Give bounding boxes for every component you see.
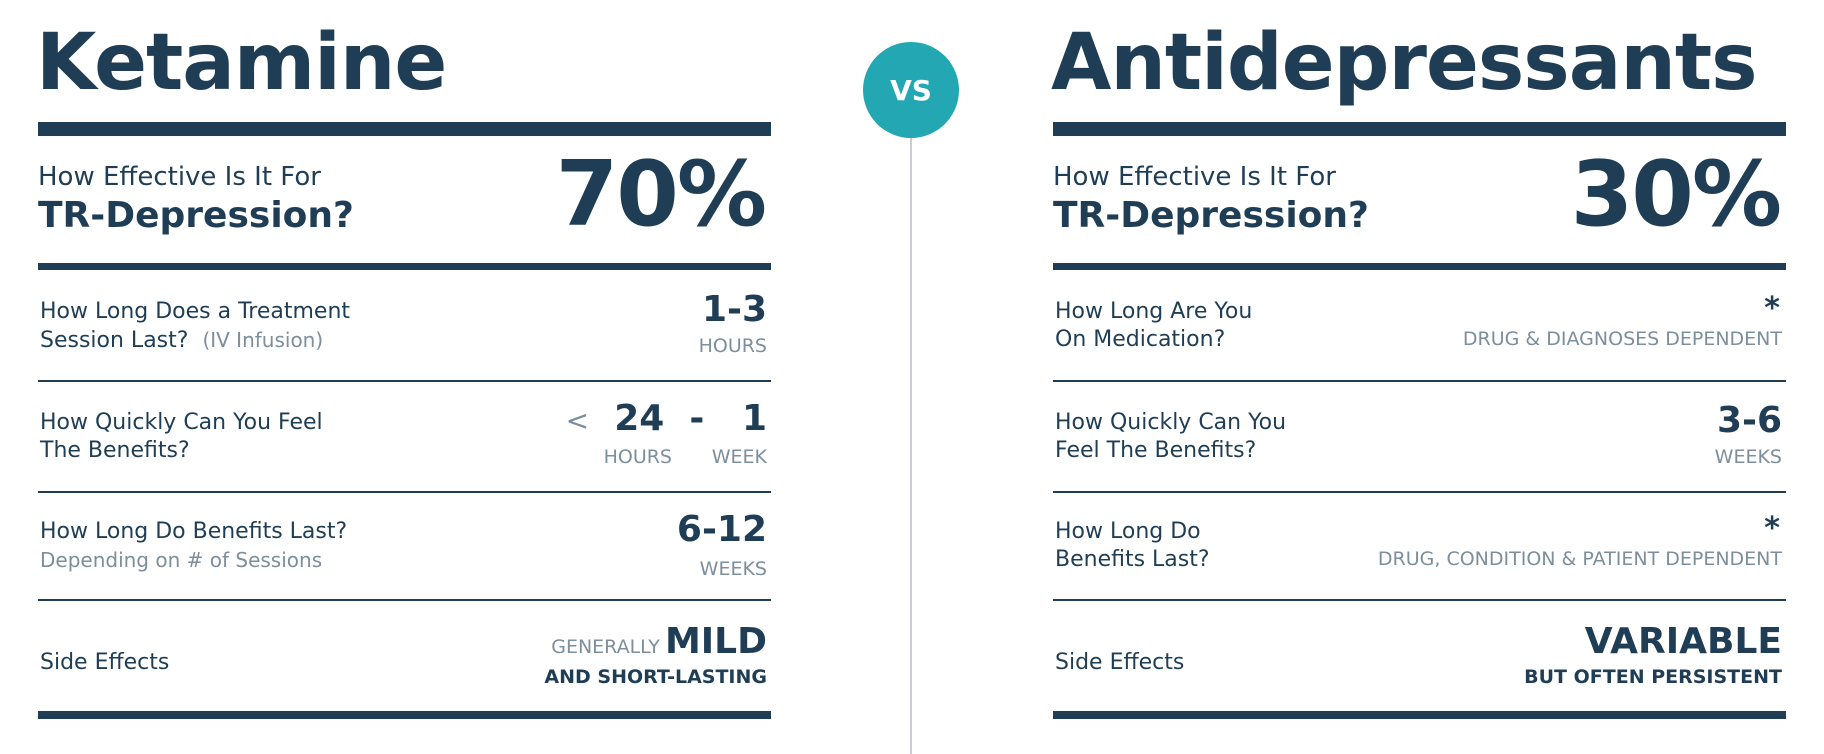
side-effects-row: Side Effects GENERALLY MILD AND SHORT-LA…: [40, 620, 767, 700]
divider: [1053, 122, 1786, 136]
medication-question-line1: How Long Are You: [1055, 299, 1253, 324]
duration-row: How Long Do Benefits Last? Depending on …: [40, 512, 767, 598]
divider: [38, 599, 771, 601]
ketamine-title: Ketamine: [36, 18, 447, 108]
benefits-speed-unit: WEEKS: [1714, 446, 1782, 468]
asterisk-icon: *: [1764, 511, 1780, 546]
benefits-speed-value-a: 24: [614, 398, 665, 439]
side-effects-sub: AND SHORT-LASTING: [544, 666, 767, 688]
side-effects-main: MILD: [664, 621, 767, 662]
side-effects-label: Side Effects: [1055, 650, 1185, 675]
side-effects-sub: BUT OFTEN PERSISTENT: [1524, 666, 1782, 688]
medication-question-line2: On Medication?: [1055, 327, 1226, 352]
medication-row: How Long Are You On Medication? * DRUG &…: [1055, 294, 1782, 378]
divider: [1053, 599, 1786, 601]
divider: [1053, 263, 1786, 270]
benefits-speed-row: How Quickly Can You Feel The Benefits? <…: [40, 401, 767, 489]
duration-unit: WEEKS: [699, 558, 767, 580]
side-effects-value: GENERALLY MILD: [551, 624, 767, 660]
benefits-speed-value: < 24 - 1: [566, 401, 767, 437]
session-row: How Long Does a Treatment Session Last? …: [40, 292, 767, 378]
benefits-speed-question-line1: How Quickly Can You Feel: [40, 410, 323, 435]
divider: [38, 491, 771, 493]
divider: [1053, 491, 1786, 493]
side-effects-main: VARIABLE: [1584, 621, 1782, 662]
side-effects-prefix: GENERALLY: [551, 636, 660, 658]
duration-question-line2: Benefits Last?: [1055, 547, 1210, 572]
duration-question-line1: How Long Do: [1055, 519, 1201, 544]
side-effects-label: Side Effects: [40, 650, 170, 675]
divider: [1053, 380, 1786, 382]
effectiveness-question-line2: TR-Depression?: [1053, 195, 1369, 236]
center-divider-line: [910, 136, 912, 754]
duration-value: 6-12: [676, 509, 767, 550]
session-note: (IV Infusion): [202, 328, 324, 352]
duration-note: DRUG, CONDITION & PATIENT DEPENDENT: [1377, 548, 1782, 570]
divider: [38, 263, 771, 270]
benefits-speed-question-line1: How Quickly Can You: [1055, 410, 1287, 435]
benefits-speed-unit-a: HOURS: [603, 446, 672, 468]
less-than-sign: <: [565, 404, 590, 437]
benefits-speed-value: 3-6: [1716, 400, 1782, 441]
duration-note: Depending on # of Sessions: [40, 548, 323, 572]
medication-note: DRUG & DIAGNOSES DEPENDENT: [1462, 328, 1782, 350]
benefits-speed-value-b: 1: [741, 398, 767, 439]
effectiveness-value: 70%: [555, 142, 767, 247]
antidepressants-title: Antidepressants: [1051, 18, 1758, 108]
duration-row: How Long Do Benefits Last? * DRUG, CONDI…: [1055, 514, 1782, 598]
asterisk-icon: *: [1764, 291, 1780, 326]
session-value: 1-3: [701, 289, 767, 330]
divider: [38, 122, 771, 136]
session-question-line2: Session Last? (IV Infusion): [40, 326, 323, 355]
effectiveness-question-line1: How Effective Is It For: [38, 162, 321, 192]
duration-question: How Long Do Benefits Last?: [40, 519, 348, 544]
benefits-speed-unit-b: WEEK: [711, 446, 767, 468]
divider: [1053, 711, 1786, 719]
vs-badge: VS: [863, 42, 959, 138]
session-unit: HOURS: [698, 335, 767, 357]
effectiveness-value: 30%: [1570, 142, 1782, 247]
effectiveness-question-line1: How Effective Is It For: [1053, 162, 1336, 192]
session-question-text: Session Last?: [40, 328, 189, 353]
session-question-line1: How Long Does a Treatment: [40, 299, 351, 324]
divider: [38, 711, 771, 719]
benefits-speed-question-line2: The Benefits?: [40, 438, 190, 463]
benefits-speed-dash: -: [689, 398, 705, 439]
divider: [38, 380, 771, 382]
effectiveness-question-line2: TR-Depression?: [38, 195, 354, 236]
benefits-speed-row: How Quickly Can You Feel The Benefits? 3…: [1055, 403, 1782, 489]
side-effects-row: Side Effects VARIABLE BUT OFTEN PERSISTE…: [1055, 620, 1782, 700]
benefits-speed-question-line2: Feel The Benefits?: [1055, 438, 1257, 463]
